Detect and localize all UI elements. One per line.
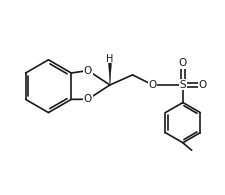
Text: O: O <box>198 80 207 90</box>
Text: O: O <box>148 80 157 90</box>
Text: O: O <box>179 58 187 68</box>
Polygon shape <box>108 63 111 85</box>
Text: H: H <box>106 54 114 64</box>
Text: O: O <box>84 94 92 104</box>
Text: S: S <box>180 80 186 90</box>
Text: O: O <box>84 66 92 76</box>
